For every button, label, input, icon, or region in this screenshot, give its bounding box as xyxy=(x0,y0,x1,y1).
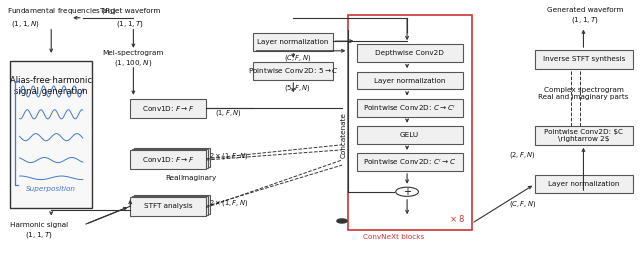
FancyBboxPatch shape xyxy=(130,150,206,169)
Circle shape xyxy=(337,219,347,223)
Text: Imaginary: Imaginary xyxy=(180,175,216,181)
FancyBboxPatch shape xyxy=(535,175,633,193)
Text: Layer normalization: Layer normalization xyxy=(257,39,329,45)
FancyBboxPatch shape xyxy=(356,99,463,117)
Text: Pointwise Conv2D: $5 \rightarrow C$: Pointwise Conv2D: $5 \rightarrow C$ xyxy=(248,66,339,75)
FancyBboxPatch shape xyxy=(130,99,206,118)
FancyBboxPatch shape xyxy=(134,195,210,214)
Text: $2 \times (1, F, N)$: $2 \times (1, F, N)$ xyxy=(209,151,248,161)
Text: Pointwise Conv2D: $C \rightarrow 2$: Pointwise Conv2D: $C \rightarrow 2$ xyxy=(544,129,623,142)
Circle shape xyxy=(396,187,419,196)
Text: Conv1D: $F \rightarrow F$: Conv1D: $F \rightarrow F$ xyxy=(142,155,195,164)
Text: Target waveform: Target waveform xyxy=(100,8,161,14)
Text: Mel-spectrogram: Mel-spectrogram xyxy=(102,50,164,56)
FancyBboxPatch shape xyxy=(535,126,633,145)
FancyBboxPatch shape xyxy=(130,197,206,216)
Text: Pointwise Conv2D: $C' \rightarrow C$: Pointwise Conv2D: $C' \rightarrow C$ xyxy=(363,157,456,167)
Text: ...: ... xyxy=(47,73,55,82)
FancyBboxPatch shape xyxy=(132,196,208,215)
Text: $(1, 1, T)$: $(1, 1, T)$ xyxy=(24,230,52,240)
Text: Pointwise Conv2D: $C \rightarrow C'$: Pointwise Conv2D: $C \rightarrow C'$ xyxy=(363,103,456,113)
Text: Complex spectrogram
Real and imaginary parts: Complex spectrogram Real and imaginary p… xyxy=(538,87,628,101)
Text: Depthwise Conv2D: Depthwise Conv2D xyxy=(375,50,444,56)
Text: Generated waveform: Generated waveform xyxy=(547,7,623,13)
Text: Layer normalization: Layer normalization xyxy=(374,77,445,84)
Text: $2 \times (1, F, N)$: $2 \times (1, F, N)$ xyxy=(209,198,248,208)
Text: Superposition: Superposition xyxy=(26,186,76,192)
Text: Harmonic signal: Harmonic signal xyxy=(10,222,68,228)
Text: $(C, F, N)$: $(C, F, N)$ xyxy=(509,199,536,210)
Text: $(5, F, N)$: $(5, F, N)$ xyxy=(284,83,311,93)
Text: $(2, F, N)$: $(2, F, N)$ xyxy=(509,150,536,160)
Text: GELU: GELU xyxy=(400,132,419,138)
Text: Layer normalization: Layer normalization xyxy=(548,181,620,187)
Text: Inverse STFT synthesis: Inverse STFT synthesis xyxy=(543,56,625,62)
FancyBboxPatch shape xyxy=(132,149,208,168)
FancyBboxPatch shape xyxy=(535,50,633,69)
Text: Fundamental frequencies ($F_0$): Fundamental frequencies ($F_0$) xyxy=(7,6,116,17)
FancyBboxPatch shape xyxy=(356,126,463,144)
FancyBboxPatch shape xyxy=(356,72,463,89)
Text: $(C, F, N)$: $(C, F, N)$ xyxy=(284,53,311,64)
FancyBboxPatch shape xyxy=(253,62,333,80)
FancyBboxPatch shape xyxy=(356,153,463,171)
Text: Concatenate: Concatenate xyxy=(341,112,347,157)
FancyBboxPatch shape xyxy=(253,33,333,51)
Text: Conv1D: $F \rightarrow F$: Conv1D: $F \rightarrow F$ xyxy=(142,104,195,113)
FancyBboxPatch shape xyxy=(356,44,463,62)
Text: $\times$ 8: $\times$ 8 xyxy=(449,213,466,224)
Text: $(1, 1, T)$: $(1, 1, T)$ xyxy=(116,19,144,29)
Text: Alias-free harmonic
signal generation: Alias-free harmonic signal generation xyxy=(10,76,92,96)
FancyBboxPatch shape xyxy=(10,61,92,208)
Text: $(1, 100, N)$: $(1, 100, N)$ xyxy=(114,58,152,69)
Text: Real: Real xyxy=(166,175,181,181)
Text: +: + xyxy=(403,187,411,197)
Text: STFT analysis: STFT analysis xyxy=(144,203,193,209)
Text: ConvNeXt blocks: ConvNeXt blocks xyxy=(363,234,424,241)
FancyBboxPatch shape xyxy=(134,148,210,167)
Text: $(1, 1, N)$: $(1, 1, N)$ xyxy=(12,19,40,29)
Text: $(1, 1, T)$: $(1, 1, T)$ xyxy=(572,15,600,25)
Text: $(1, F, N)$: $(1, F, N)$ xyxy=(215,108,242,118)
